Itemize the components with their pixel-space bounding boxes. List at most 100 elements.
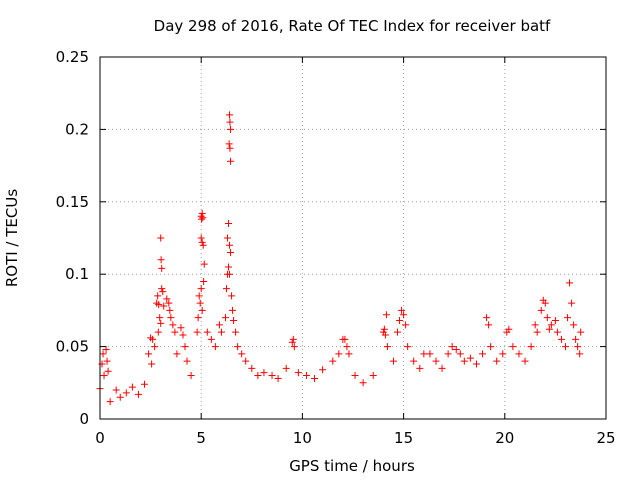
- data-point: [369, 372, 377, 380]
- data-point: [574, 343, 582, 351]
- y-tick-label: 0.25: [56, 48, 89, 66]
- data-point: [229, 306, 237, 314]
- data-point: [112, 386, 120, 394]
- data-point: [154, 292, 162, 300]
- data-point: [381, 331, 389, 339]
- data-point: [163, 295, 171, 303]
- data-point: [187, 372, 195, 380]
- data-point: [290, 343, 298, 351]
- data-point: [248, 364, 256, 372]
- data-point: [410, 357, 418, 365]
- data-point: [531, 321, 539, 329]
- x-tick-label: 15: [394, 429, 413, 447]
- data-point: [102, 345, 110, 353]
- data-point: [345, 350, 353, 358]
- x-tick-label: 0: [95, 429, 105, 447]
- y-axis-ticks: 0 0.05 0.1 0.15 0.2 0.25: [56, 48, 606, 428]
- data-point: [319, 366, 327, 374]
- data-point: [198, 215, 206, 223]
- data-point: [545, 325, 553, 333]
- data-point: [99, 350, 107, 358]
- data-point: [166, 306, 174, 314]
- data-point: [203, 328, 211, 336]
- y-tick-label: 0: [79, 410, 89, 428]
- data-point: [389, 357, 397, 365]
- data-point: [199, 214, 207, 222]
- chart-title: Day 298 of 2016, Rate Of TEC Index for r…: [154, 17, 551, 35]
- data-point: [402, 321, 410, 329]
- data-point: [103, 357, 111, 365]
- data-point: [134, 390, 142, 398]
- data-point: [274, 374, 282, 382]
- data-point: [230, 317, 238, 325]
- data-point: [493, 357, 501, 365]
- data-point: [224, 234, 232, 242]
- data-point: [302, 372, 310, 380]
- data-point: [505, 325, 513, 333]
- y-tick-label: 0.15: [56, 193, 89, 211]
- data-point: [329, 357, 337, 365]
- data-point: [242, 357, 250, 365]
- y-tick-label: 0.2: [65, 120, 89, 138]
- data-point: [383, 343, 391, 351]
- data-point: [521, 357, 529, 365]
- data-point: [260, 369, 268, 377]
- data-point: [194, 314, 202, 322]
- x-axis-title: GPS time / hours: [289, 457, 415, 475]
- data-point: [104, 367, 112, 375]
- data-point: [228, 292, 236, 300]
- data-point: [106, 398, 114, 406]
- data-point: [289, 335, 297, 343]
- data-point: [487, 343, 495, 351]
- data-point: [183, 357, 191, 365]
- data-point: [160, 302, 168, 310]
- data-point: [460, 357, 468, 365]
- data-point: [557, 335, 565, 343]
- data-point: [196, 299, 204, 307]
- x-axis-ticks: 0 5 10 15 20 25: [95, 57, 616, 447]
- data-point: [566, 279, 574, 287]
- data-point: [227, 157, 235, 165]
- data-point: [238, 350, 246, 358]
- data-point: [288, 338, 296, 346]
- data-point: [148, 360, 156, 368]
- data-point: [169, 321, 177, 329]
- x-tick-label: 20: [495, 429, 514, 447]
- x-tick-label: 25: [596, 429, 615, 447]
- grid-lines: [100, 57, 606, 419]
- data-point: [198, 238, 206, 246]
- data-point: [380, 325, 388, 333]
- data-point: [145, 350, 153, 358]
- data-point: [576, 350, 584, 358]
- data-point: [122, 389, 130, 397]
- data-point: [157, 256, 165, 264]
- data-point: [116, 393, 124, 401]
- x-tick-label: 5: [196, 429, 206, 447]
- data-point: [200, 260, 208, 268]
- data-point: [217, 328, 225, 336]
- plot-frame: [99, 56, 607, 420]
- data-point: [572, 335, 580, 343]
- data-point: [215, 321, 223, 329]
- data-point: [157, 319, 165, 327]
- data-point: [294, 369, 302, 377]
- data-point: [141, 380, 149, 388]
- data-point: [227, 125, 235, 133]
- data-point: [195, 292, 203, 300]
- data-point: [499, 350, 507, 358]
- data-point: [193, 328, 201, 336]
- data-point: [515, 350, 523, 358]
- data-point: [254, 372, 262, 380]
- data-point: [553, 328, 561, 336]
- data-point: [159, 288, 167, 296]
- data-point: [577, 328, 585, 336]
- data-point: [396, 317, 404, 325]
- data-point: [225, 220, 233, 228]
- data-point: [533, 328, 541, 336]
- data-point: [225, 140, 233, 148]
- data-point: [156, 314, 164, 322]
- data-point: [226, 270, 234, 278]
- data-point: [199, 241, 207, 249]
- data-point: [154, 328, 162, 336]
- data-point: [543, 314, 551, 322]
